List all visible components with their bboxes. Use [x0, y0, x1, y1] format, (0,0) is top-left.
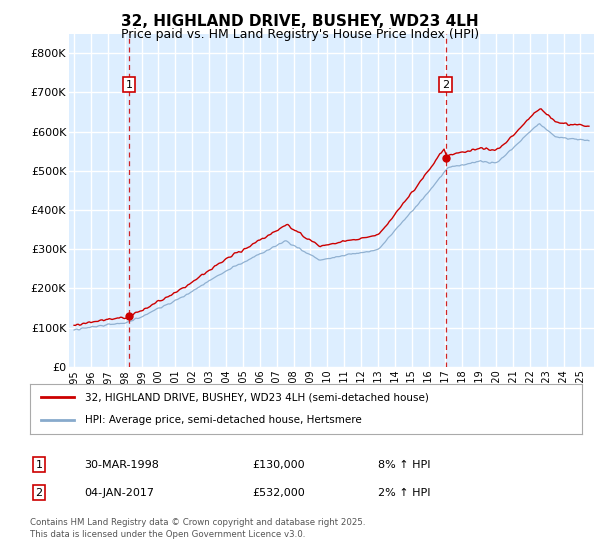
Text: 32, HIGHLAND DRIVE, BUSHEY, WD23 4LH: 32, HIGHLAND DRIVE, BUSHEY, WD23 4LH	[121, 14, 479, 29]
Text: £130,000: £130,000	[252, 460, 305, 470]
Text: HPI: Average price, semi-detached house, Hertsmere: HPI: Average price, semi-detached house,…	[85, 416, 362, 426]
Text: 30-MAR-1998: 30-MAR-1998	[84, 460, 159, 470]
Text: 8% ↑ HPI: 8% ↑ HPI	[378, 460, 431, 470]
Text: Contains HM Land Registry data © Crown copyright and database right 2025.
This d: Contains HM Land Registry data © Crown c…	[30, 518, 365, 539]
Text: 04-JAN-2017: 04-JAN-2017	[84, 488, 154, 498]
Text: 32, HIGHLAND DRIVE, BUSHEY, WD23 4LH (semi-detached house): 32, HIGHLAND DRIVE, BUSHEY, WD23 4LH (se…	[85, 392, 429, 402]
Text: 2% ↑ HPI: 2% ↑ HPI	[378, 488, 431, 498]
Text: 1: 1	[125, 80, 133, 90]
Text: Price paid vs. HM Land Registry's House Price Index (HPI): Price paid vs. HM Land Registry's House …	[121, 28, 479, 41]
Text: £532,000: £532,000	[252, 488, 305, 498]
Text: 1: 1	[35, 460, 43, 470]
Text: 2: 2	[442, 80, 449, 90]
Text: 2: 2	[35, 488, 43, 498]
